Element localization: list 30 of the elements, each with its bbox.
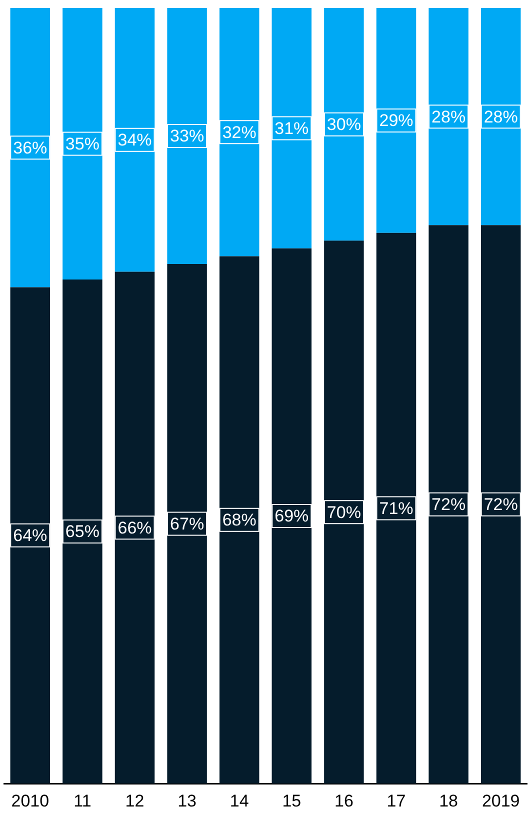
data-label: 67% <box>170 514 204 534</box>
data-label: 33% <box>170 126 204 146</box>
data-label: 32% <box>222 122 256 142</box>
x-tick-label: 17 <box>386 791 406 810</box>
data-label: 36% <box>13 138 48 158</box>
x-tick-label: 16 <box>334 791 354 810</box>
data-label: 34% <box>118 130 152 150</box>
data-label: 68% <box>222 510 256 530</box>
data-label: 28% <box>432 107 466 126</box>
x-tick-label: 11 <box>74 791 92 810</box>
data-label: 70% <box>326 502 361 522</box>
data-label: 72% <box>432 495 466 514</box>
x-tick-label: 14 <box>230 791 249 810</box>
data-label: 35% <box>65 134 100 154</box>
x-tick-label: 18 <box>439 791 458 810</box>
x-tick-label: 15 <box>282 791 302 810</box>
data-label: 31% <box>274 118 309 138</box>
data-label: 66% <box>118 518 152 538</box>
data-label: 65% <box>65 522 100 542</box>
data-label: 30% <box>326 115 361 134</box>
data-label: 71% <box>379 498 414 518</box>
x-tick-label: 13 <box>178 791 197 810</box>
data-label: 64% <box>13 526 48 546</box>
data-label: 29% <box>379 111 414 130</box>
x-tick-label: 2010 <box>11 791 50 810</box>
x-tick-label: 2019 <box>482 791 520 810</box>
x-tick-label: 12 <box>125 791 144 810</box>
data-label: 72% <box>484 495 518 514</box>
data-label: 69% <box>274 506 309 526</box>
data-label: 28% <box>484 107 518 126</box>
